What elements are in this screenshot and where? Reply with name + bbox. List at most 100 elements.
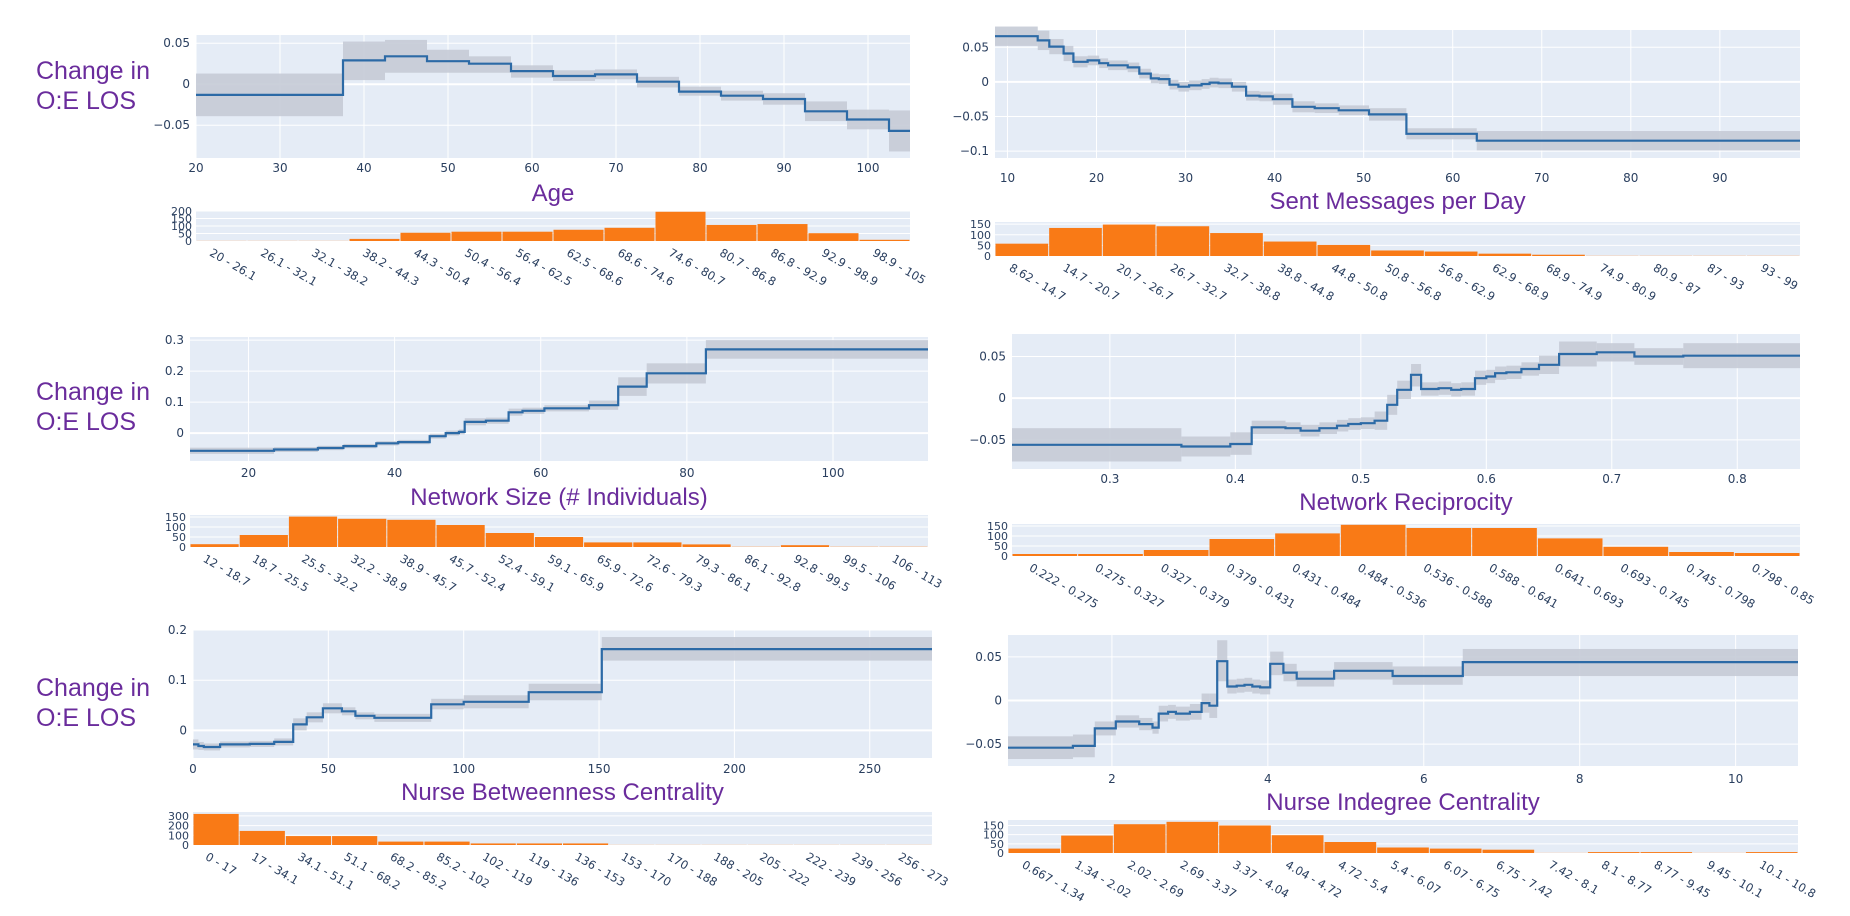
histogram-bar	[830, 546, 879, 547]
histogram-bin-label: 136 - 153	[573, 849, 628, 889]
histogram-y-tick: 100	[171, 220, 192, 233]
histogram-bin-label: 0.431 - 0.484	[1290, 560, 1364, 611]
histogram-bin-label: 86.8 - 92.9	[768, 245, 829, 288]
histogram-bin-label: 56.8 - 62.9	[1436, 260, 1497, 303]
histogram-bar	[1156, 226, 1210, 256]
histogram-y-tick: 100	[168, 829, 189, 842]
histogram-bar	[757, 224, 808, 241]
histogram-y-tick: 0	[185, 235, 192, 248]
histogram-y-tick: 100	[165, 521, 186, 534]
histogram-bar	[193, 813, 239, 845]
histogram-bar	[239, 535, 288, 547]
x-tick-label: 90	[776, 161, 791, 175]
histogram-bar	[1340, 524, 1406, 556]
y-tick-label: 0.05	[163, 36, 190, 50]
histogram-background	[1012, 524, 1800, 556]
histogram-bin-label: 0.275 - 0.327	[1093, 560, 1167, 611]
x-tick-label: 0.5	[1351, 472, 1370, 486]
x-tick-label: 0.6	[1477, 472, 1496, 486]
x-tick-label: 40	[356, 161, 371, 175]
histogram-bin-label: 12 - 18.7	[201, 551, 253, 589]
histogram-bar	[285, 836, 332, 845]
x-tick-label: 150	[588, 762, 611, 776]
x-tick-label: 6	[1420, 772, 1428, 786]
histogram-y-tick: 150	[970, 218, 991, 231]
histogram-bin-label: 0.693 - 0.745	[1618, 560, 1692, 611]
y-tick-label: 0	[179, 723, 187, 737]
histogram-bin-label: 44.3 - 50.4	[411, 245, 472, 288]
histogram-bar	[1734, 553, 1800, 556]
y-tick-label: −0.1	[960, 144, 989, 158]
x-tick-label: 100	[857, 161, 880, 175]
histogram-bar	[1640, 852, 1693, 853]
histogram-bin-label: 26.7 - 32.7	[1168, 260, 1229, 303]
histogram-bar	[1406, 528, 1472, 556]
histogram-bin-label: 239 - 256	[850, 849, 905, 889]
chart-sent: 10 20 30 40 50 60 70 80 90 0.05 0 −0.05 −0.1 Sent Mes…	[952, 26, 1801, 304]
histogram-bin-label: 80.7 - 86.8	[717, 245, 778, 288]
histogram-bar	[879, 546, 928, 547]
histogram-bin-label: 68.6 - 74.6	[615, 245, 676, 288]
histogram-bar	[1429, 848, 1482, 853]
histogram-bar	[584, 542, 633, 547]
chart-age: 20 30 40 50 60 70 80 90 1000.050−0.05Age20015010…	[153, 35, 928, 289]
x-tick-label: 20	[1089, 171, 1104, 185]
histogram-bin-label: 20 - 26.1	[207, 245, 259, 283]
chart-between: 0 50 100 150 200 250 0.2 0.1 0 Nurse Betweenness …	[168, 623, 951, 893]
histogram-bin-label: 222 - 239	[803, 849, 858, 889]
histogram-bar	[995, 243, 1049, 256]
histogram-y-tick: 100	[987, 530, 1008, 543]
y-tick-label: −0.05	[965, 737, 1002, 751]
step-line	[1008, 660, 1798, 749]
histogram-y-tick: 0	[182, 839, 189, 852]
x-tick-label: 10	[1728, 772, 1743, 786]
histogram-bin-label: 8.77 - 9.45	[1652, 857, 1713, 900]
histogram-y-tick: 200	[168, 820, 189, 833]
histogram-bin-label: 0.536 - 0.588	[1421, 560, 1495, 611]
histogram-bin-label: 9.45 - 10.1	[1704, 857, 1765, 900]
histogram-bar	[1271, 835, 1324, 853]
histogram-bin-label: 188 - 205	[711, 849, 766, 889]
histogram-bar	[502, 231, 553, 241]
x-tick-label: 2	[1108, 772, 1116, 786]
x-tick-label: 50	[440, 161, 455, 175]
histogram-bin-label: 0.641 - 0.693	[1552, 560, 1626, 611]
y-tick-label: −0.05	[153, 118, 190, 132]
x-tick-label: 80	[1623, 171, 1638, 185]
histogram-bin-label: 26.1 - 32.1	[258, 245, 319, 288]
x-tick-label: 4	[1264, 772, 1272, 786]
histogram-bin-label: 2.02 - 2.69	[1125, 857, 1186, 900]
x-tick-label: 60	[524, 161, 539, 175]
histogram-bar	[451, 231, 502, 241]
histogram-y-tick: 50	[977, 239, 991, 252]
x-tick-label: 60	[533, 466, 548, 480]
histogram-bar	[633, 542, 682, 547]
y-tick-label: −0.05	[969, 433, 1006, 447]
row-label-3: Change in O:E LOS	[36, 674, 150, 732]
histogram-bar	[1166, 821, 1219, 853]
histogram-y-tick: 100	[970, 229, 991, 242]
histogram-y-tick: 300	[168, 810, 189, 823]
chart-title: Nurse Indegree Centrality	[1266, 789, 1539, 816]
chart-title: Age	[532, 180, 575, 207]
y-tick-label: 0.2	[168, 623, 187, 637]
x-tick-label: 20	[241, 466, 256, 480]
histogram-bar	[682, 544, 731, 547]
x-tick-label: 70	[1534, 171, 1549, 185]
histogram-y-tick: 0	[1001, 550, 1008, 563]
histogram-bin-label: 8.62 - 14.7	[1007, 260, 1068, 303]
histogram-y-tick: 50	[994, 540, 1008, 553]
x-tick-label: 250	[858, 762, 881, 776]
histogram-bin-label: 0.588 - 0.641	[1487, 560, 1561, 611]
histogram-bar	[338, 518, 387, 547]
histogram-bin-label: 74.9 - 80.9	[1597, 260, 1658, 303]
histogram-bar	[332, 836, 378, 845]
histogram-bar	[1371, 250, 1424, 256]
y-tick-label: 0	[994, 694, 1002, 708]
histogram-bin-label: 205 - 222	[757, 849, 812, 889]
x-tick-label: 10	[1000, 171, 1015, 185]
histogram-bar	[1210, 233, 1263, 256]
histogram-bar	[1472, 528, 1537, 556]
histogram-bar	[190, 544, 239, 547]
histogram-bar	[1012, 554, 1078, 556]
